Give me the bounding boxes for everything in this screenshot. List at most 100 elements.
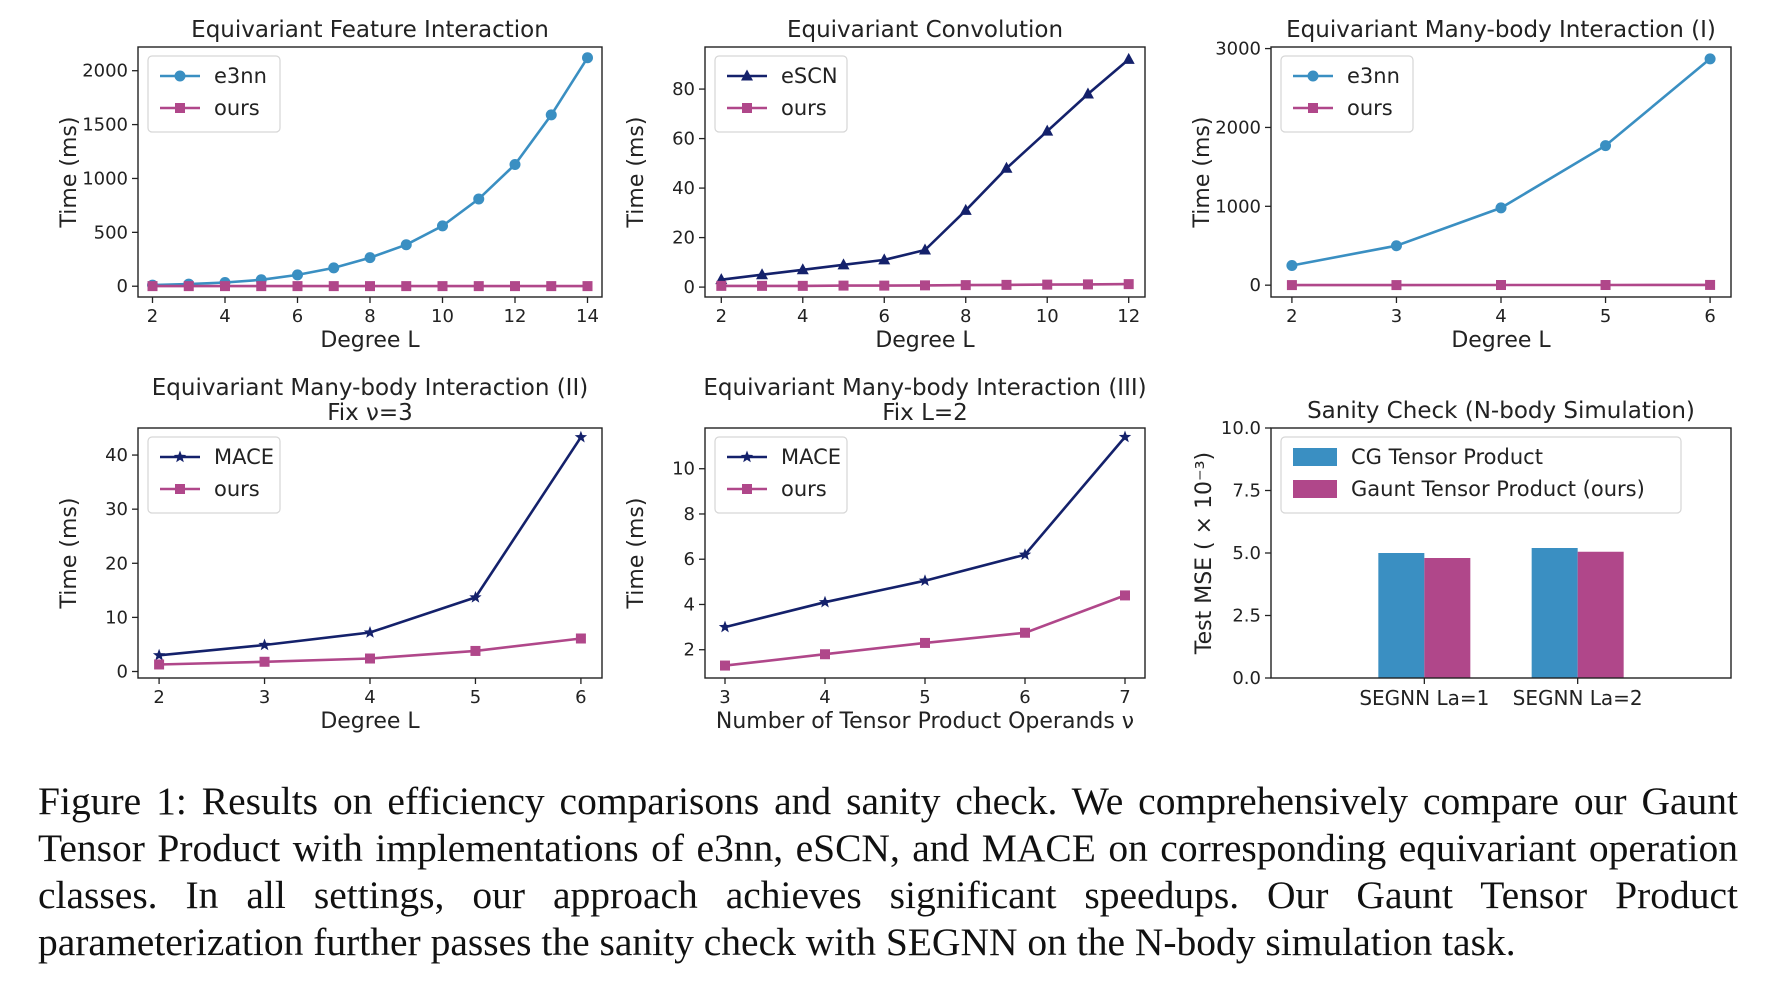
data-point xyxy=(920,280,930,291)
data-point xyxy=(575,633,586,644)
data-point xyxy=(437,281,448,292)
data-point xyxy=(1495,202,1507,214)
data-point xyxy=(1020,627,1030,638)
data-point xyxy=(154,659,165,670)
y-tick-label: 7.5 xyxy=(1232,481,1261,502)
data-point xyxy=(220,281,230,292)
legend-label: ours xyxy=(781,96,827,120)
y-tick-label: 1500 xyxy=(82,115,128,136)
data-point xyxy=(258,638,271,651)
x-tick-label: 4 xyxy=(364,687,375,708)
x-tick-label: 3 xyxy=(1391,306,1402,327)
x-axis-label: Degree L xyxy=(320,709,420,734)
data-point xyxy=(1391,280,1402,291)
x-tick-label: 8 xyxy=(364,306,375,327)
x-tick-label: 2 xyxy=(1286,306,1297,327)
x-tick-label: 6 xyxy=(1704,306,1715,327)
y-tick-label: 2000 xyxy=(1215,117,1261,138)
y-tick-label: 0 xyxy=(117,662,128,683)
series-ours xyxy=(154,633,586,670)
data-point xyxy=(1081,87,1094,99)
y-tick-label: 0 xyxy=(1250,275,1261,296)
data-point xyxy=(292,269,303,281)
chart-sanity-check-n-body-simulation: 0.0 2.5 5.0 7.5 10.0 SEGNN La=1 SEGNN La=2 CG T… xyxy=(1192,398,1732,710)
x-axis-label: Degree L xyxy=(875,328,975,353)
series-ours xyxy=(716,279,1134,291)
series-ours xyxy=(720,590,1130,671)
x-tick-label: 8 xyxy=(960,306,971,327)
x-tick-label: 3 xyxy=(719,687,730,708)
legend: MACE ours xyxy=(147,436,281,514)
data-point xyxy=(1001,279,1012,290)
data-point xyxy=(919,243,931,255)
y-tick-label: 6 xyxy=(684,549,695,570)
legend-marker xyxy=(742,484,752,494)
data-point xyxy=(1118,430,1132,443)
data-point xyxy=(545,109,557,121)
legend-label: Gaunt Tensor Product (ours) xyxy=(1351,477,1645,501)
data-point xyxy=(152,648,166,661)
y-tick-label: 20 xyxy=(672,228,695,249)
legend-label: ours xyxy=(1347,96,1393,120)
legend-label: ours xyxy=(214,96,260,120)
data-point xyxy=(838,280,849,291)
x-tick-label: 6 xyxy=(292,306,303,327)
legend-label: eSCN xyxy=(781,64,838,88)
x-tick-label: 10 xyxy=(1036,306,1059,327)
y-tick-label: 40 xyxy=(672,178,695,199)
y-tick-label: 80 xyxy=(672,79,695,100)
x-axis-label: Number of Tensor Product Operands ν xyxy=(716,709,1134,734)
plot-frame xyxy=(704,427,1146,679)
chart-title: Equivariant Convolution xyxy=(787,17,1063,43)
data-point xyxy=(363,626,377,638)
data-point xyxy=(879,280,890,291)
data-point xyxy=(437,220,448,232)
x-tick-label: 5 xyxy=(919,687,930,708)
data-point xyxy=(1704,53,1716,65)
x-axis-label: Degree L xyxy=(320,328,420,353)
y-tick-label: 10 xyxy=(105,607,128,628)
data-point xyxy=(470,645,481,656)
bar-cg-tensor-product xyxy=(1378,553,1425,678)
data-point xyxy=(328,281,339,292)
y-axis-label: Time (ms) xyxy=(1190,117,1215,229)
y-tick-label: 20 xyxy=(105,553,128,574)
y-tick-label: 0 xyxy=(684,277,695,298)
data-point xyxy=(718,620,732,633)
legend-label: MACE xyxy=(214,445,274,469)
chart-title: Equivariant Many-body Interaction (I) xyxy=(1286,17,1716,43)
y-tick-label: 2 xyxy=(684,640,695,661)
data-point xyxy=(473,281,484,292)
data-point xyxy=(1705,279,1716,290)
data-point xyxy=(960,280,971,291)
y-tick-label: 40 xyxy=(105,445,128,466)
y-tick-label: 10.0 xyxy=(1221,418,1261,439)
legend: eSCN ours xyxy=(714,55,848,133)
data-point xyxy=(546,281,557,292)
chart-title: Equivariant Feature Interaction xyxy=(191,17,549,43)
legend-marker xyxy=(1308,103,1318,113)
series-line-ours xyxy=(724,594,1126,667)
data-point xyxy=(365,281,375,292)
data-point xyxy=(716,280,727,291)
chart-equivariant-many-body-interaction-i: 0 1000 2000 3000 2 3 4 5 6 e3nn ours Equivariant Ma… xyxy=(1190,17,1732,353)
plot-frame xyxy=(137,46,603,298)
x-tick-label: SEGNN La=1 xyxy=(1359,686,1489,710)
x-tick-label: SEGNN La=2 xyxy=(1513,686,1643,710)
y-tick-label: 30 xyxy=(105,499,128,520)
legend-label: ours xyxy=(781,477,827,501)
legend-label: e3nn xyxy=(214,64,267,88)
data-point xyxy=(959,203,972,215)
data-point xyxy=(1120,590,1130,601)
data-point xyxy=(328,262,340,274)
y-tick-label: 8 xyxy=(684,504,695,525)
data-point xyxy=(920,637,930,648)
legend-label: MACE xyxy=(781,445,841,469)
x-tick-label: 4 xyxy=(797,306,808,327)
data-point xyxy=(818,595,832,608)
legend-marker xyxy=(174,70,186,82)
x-tick-label: 6 xyxy=(575,687,586,708)
legend-label: ours xyxy=(214,477,260,501)
data-point xyxy=(1000,161,1013,173)
data-point xyxy=(820,649,830,660)
